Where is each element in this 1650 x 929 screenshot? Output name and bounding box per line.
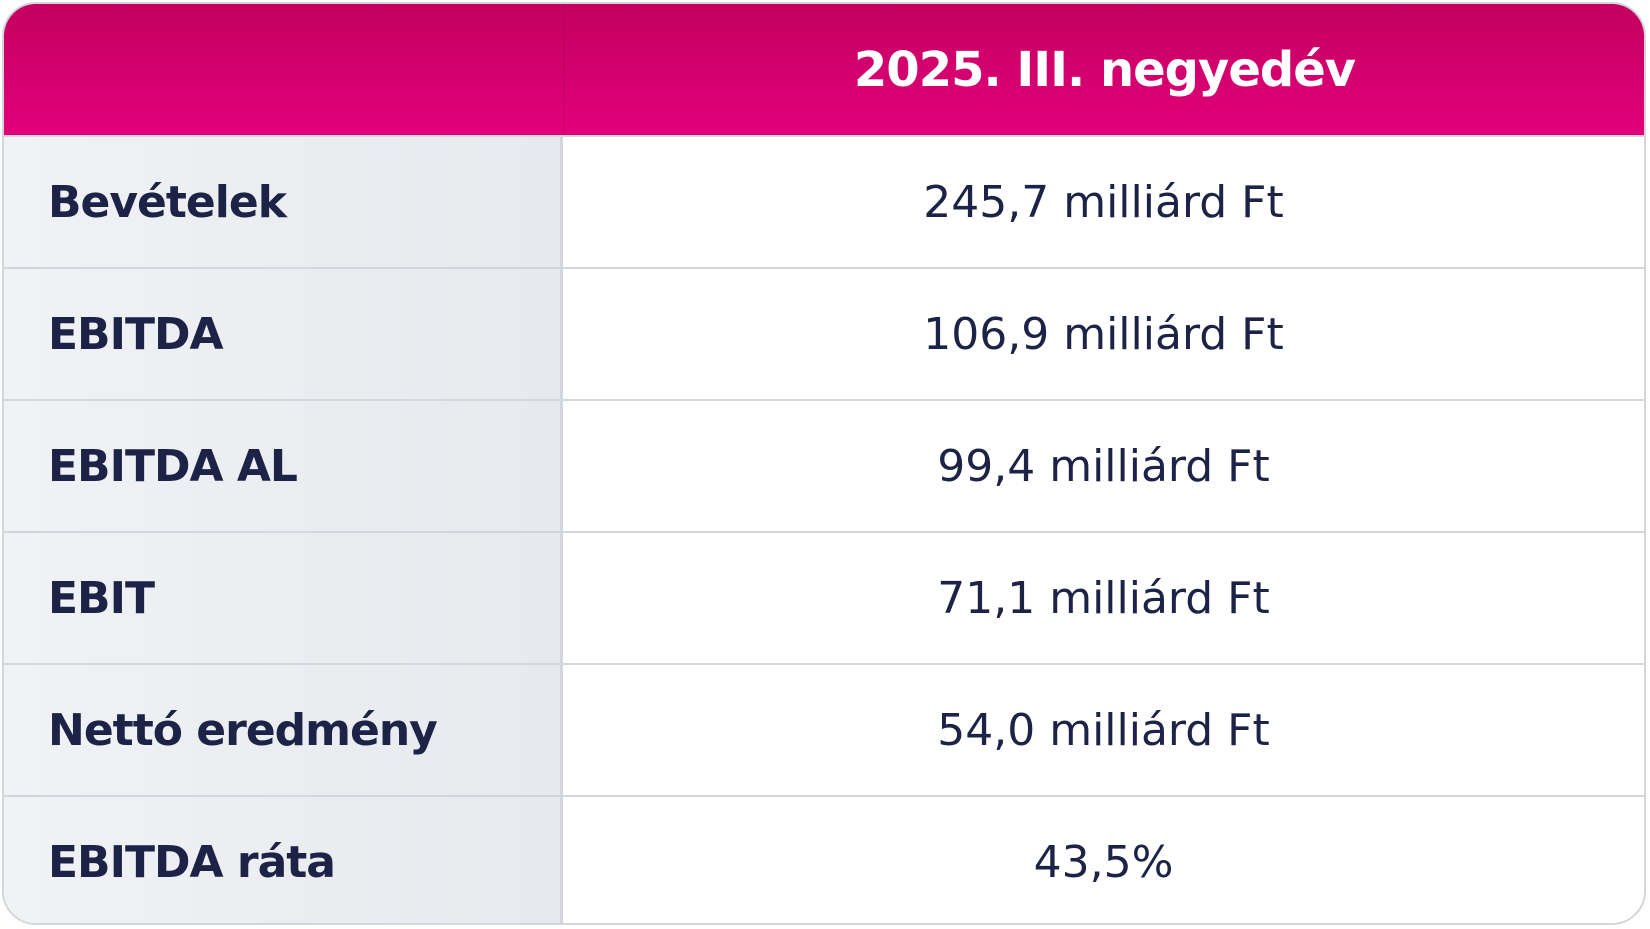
table-row: Nettó eredmény 54,0 milliárd Ft xyxy=(4,663,1644,795)
row-value: 106,9 milliárd Ft xyxy=(923,308,1284,360)
row-value: 99,4 milliárd Ft xyxy=(937,440,1270,492)
table-body: Bevételek 245,7 milliárd Ft EBITDA 106,9 mi… xyxy=(4,135,1644,923)
table-row: Bevételek 245,7 milliárd Ft xyxy=(4,135,1644,267)
table-row: EBIT 71,1 milliárd Ft xyxy=(4,531,1644,663)
row-label: EBITDA ráta xyxy=(4,797,563,923)
row-value: 245,7 milliárd Ft xyxy=(923,176,1284,228)
row-label: Bevételek xyxy=(4,137,563,267)
header-title: 2025. III. negyedév xyxy=(853,41,1356,98)
row-label: EBIT xyxy=(4,533,563,663)
row-value: 54,0 milliárd Ft xyxy=(937,704,1270,756)
table-header: 2025. III. negyedév xyxy=(4,4,1644,135)
table-row: EBITDA AL 99,4 milliárd Ft xyxy=(4,399,1644,531)
row-label: EBITDA AL xyxy=(4,401,563,531)
row-value: 43,5% xyxy=(1033,836,1174,888)
row-value: 71,1 milliárd Ft xyxy=(937,572,1270,624)
table-row: EBITDA 106,9 milliárd Ft xyxy=(4,267,1644,399)
row-label: EBITDA xyxy=(4,269,563,399)
header-empty-cell xyxy=(4,4,565,135)
row-label: Nettó eredmény xyxy=(4,665,563,795)
table-row: EBITDA ráta 43,5% xyxy=(4,795,1644,923)
